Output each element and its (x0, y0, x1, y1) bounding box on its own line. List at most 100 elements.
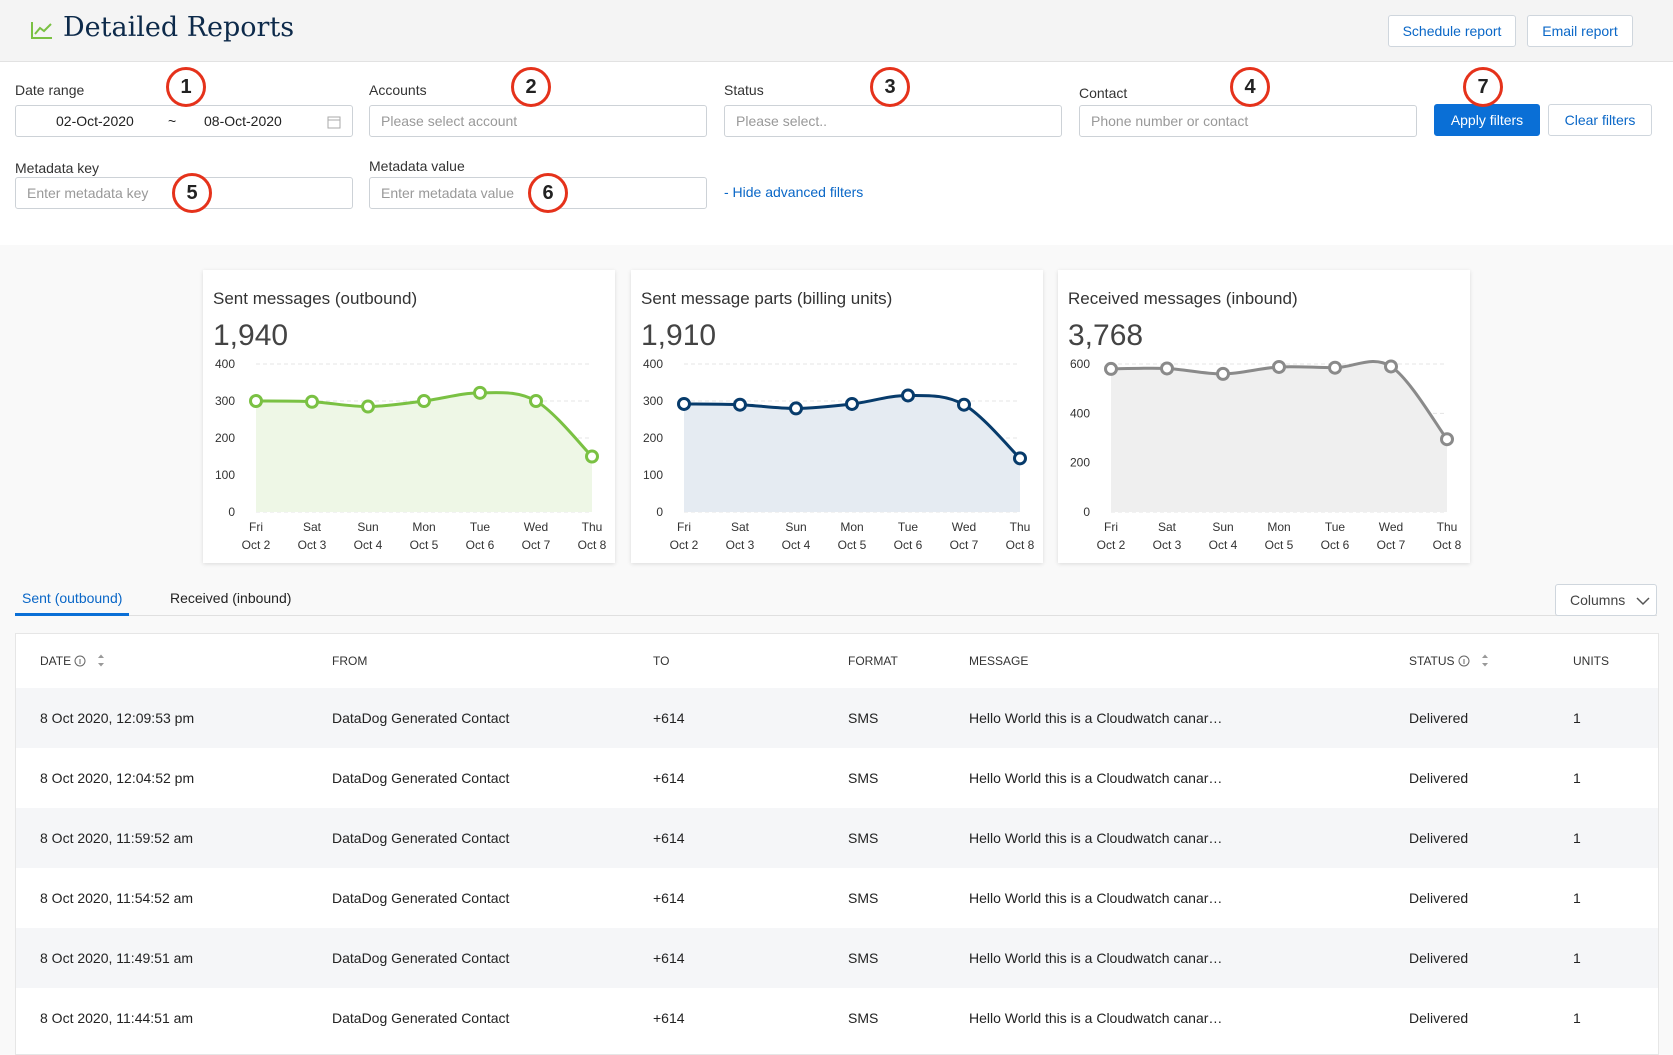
x-tick-label: Sun (785, 520, 806, 534)
x-tick-label: Oct 4 (354, 538, 383, 552)
metadata-key-label: Metadata key (15, 160, 100, 176)
chart: Sent message parts (billing units) 1,910 0… (641, 289, 1035, 552)
annotation: 6 (528, 173, 568, 213)
x-tick-label: Wed (952, 520, 976, 534)
x-tick-label: Tue (898, 520, 919, 534)
table-cell: +614 (653, 950, 685, 966)
point (249, 394, 263, 408)
table-cell: DataDog Generated Contact (332, 770, 510, 786)
point (1013, 451, 1027, 466)
hide-advanced-filters-link[interactable]: - Hide advanced filters (724, 184, 864, 200)
point (1384, 359, 1398, 374)
area (684, 395, 1020, 512)
accounts-select[interactable]: Please select account (369, 105, 707, 137)
y-tick-label: 0 (1083, 505, 1090, 519)
x-tick-label: Thu (1010, 520, 1031, 534)
table-cell: Delivered (1409, 830, 1469, 846)
contact-label: Contact (1079, 85, 1128, 101)
y-tick-label: 600 (1070, 357, 1090, 371)
table-cell: DataDog Generated Contact (332, 890, 510, 906)
x-tick-label: Oct 6 (466, 538, 495, 552)
table-cell: 8 Oct 2020, 12:09:53 pm (40, 710, 195, 726)
table-cell: 8 Oct 2020, 11:54:52 am (40, 890, 194, 906)
table-cell: SMS (848, 890, 879, 906)
report-icon (31, 22, 52, 39)
placeholder: Please select.. (736, 113, 828, 129)
x-tick-label: Tue (1325, 520, 1346, 534)
x-tick-label: Oct 6 (894, 538, 923, 552)
x-tick-label: Fri (1104, 520, 1118, 534)
table-cell: DataDog Generated Contact (332, 1010, 510, 1026)
table-cell: +614 (653, 770, 685, 786)
column-header: DATE (40, 654, 72, 668)
chart-card: Sent message parts (billing units) 1,910 0… (631, 270, 1043, 563)
x-tick-label: Sat (1158, 520, 1177, 534)
table-cell: SMS (848, 770, 879, 786)
table-cell: +614 (653, 1010, 685, 1026)
point (733, 397, 747, 412)
date-range-input[interactable]: 02-Oct-2020 ~ 08-Oct-2020 (15, 105, 353, 137)
tab-active[interactable]: Sent (outbound) (22, 590, 123, 606)
point (361, 399, 375, 414)
apply-filters-button[interactable]: Apply filters (1434, 104, 1540, 136)
x-tick-label: Thu (1437, 520, 1458, 534)
column-header: FROM (332, 654, 368, 668)
point (529, 394, 543, 408)
annotation: 7 (1463, 67, 1503, 107)
table-cell: 1 (1573, 830, 1581, 846)
schedule-report-button[interactable]: Schedule report (1388, 15, 1516, 47)
x-tick-label: Fri (249, 520, 263, 534)
placeholder: Enter metadata value (381, 185, 515, 201)
tab[interactable]: Received (inbound) (170, 590, 292, 606)
annotation: 1 (166, 67, 206, 107)
x-tick-label: Oct 3 (726, 538, 755, 552)
column-header: MESSAGE (969, 654, 1029, 668)
point (305, 394, 319, 409)
x-tick-label: Tue (470, 520, 491, 534)
table-cell: Delivered (1409, 890, 1469, 906)
table-cell: DataDog Generated Contact (332, 830, 510, 846)
table-cell: SMS (848, 830, 879, 846)
email-report-button[interactable]: Email report (1527, 15, 1633, 47)
filters-panel (0, 62, 1673, 245)
contact-input[interactable]: Phone number or contact (1079, 105, 1417, 137)
table-cell: Delivered (1409, 950, 1469, 966)
table-cell: Hello World this is a Cloudwatch canar… (969, 1010, 1223, 1026)
table-cell: SMS (848, 950, 879, 966)
x-tick-label: Oct 8 (578, 538, 607, 552)
table-cell: Hello World this is a Cloudwatch canar… (969, 710, 1223, 726)
column-header: UNITS (1573, 654, 1609, 668)
x-tick-label: Sun (357, 520, 378, 534)
table-cell: SMS (848, 710, 879, 726)
messages-table: DATE FROM TO FORMAT MESSAGE STATUS UNITS 8 Oct … (15, 633, 1659, 1055)
x-tick-label: Oct 6 (1321, 538, 1350, 552)
x-tick-label: Wed (524, 520, 548, 534)
x-tick-label: Oct 5 (838, 538, 867, 552)
point (957, 397, 971, 412)
x-tick-label: Sat (303, 520, 322, 534)
header-icons (74, 654, 108, 668)
date-range-label: Date range (15, 82, 85, 98)
date-start: 02-Oct-2020 (56, 113, 134, 129)
status-select[interactable]: Please select.. (724, 105, 1062, 137)
annotation: 3 (870, 67, 910, 107)
point (1272, 359, 1286, 374)
y-tick-label: 200 (1070, 456, 1090, 470)
x-tick-label: Oct 7 (522, 538, 551, 552)
chart-card: Received messages (inbound) 3,768 0 200 400 6… (1058, 270, 1470, 563)
table-cell: DataDog Generated Contact (332, 710, 510, 726)
y-tick-label: 0 (656, 505, 663, 519)
chart: Received messages (inbound) 3,768 0 200 400 6… (1068, 289, 1462, 552)
clear-filters-button[interactable]: Clear filters (1548, 104, 1652, 136)
columns-label: Columns (1570, 592, 1626, 608)
tab-underline (15, 613, 129, 616)
table-cell: Delivered (1409, 1010, 1469, 1026)
columns-button[interactable]: Columns (1555, 584, 1657, 616)
info-sort-icon (74, 654, 104, 667)
table-cell: 1 (1573, 770, 1581, 786)
y-tick-label: 100 (643, 468, 663, 482)
header: Detailed Reports Schedule report Email r… (0, 0, 1673, 62)
table-cell: Hello World this is a Cloudwatch canar… (969, 950, 1223, 966)
status-label: Status (724, 82, 764, 98)
